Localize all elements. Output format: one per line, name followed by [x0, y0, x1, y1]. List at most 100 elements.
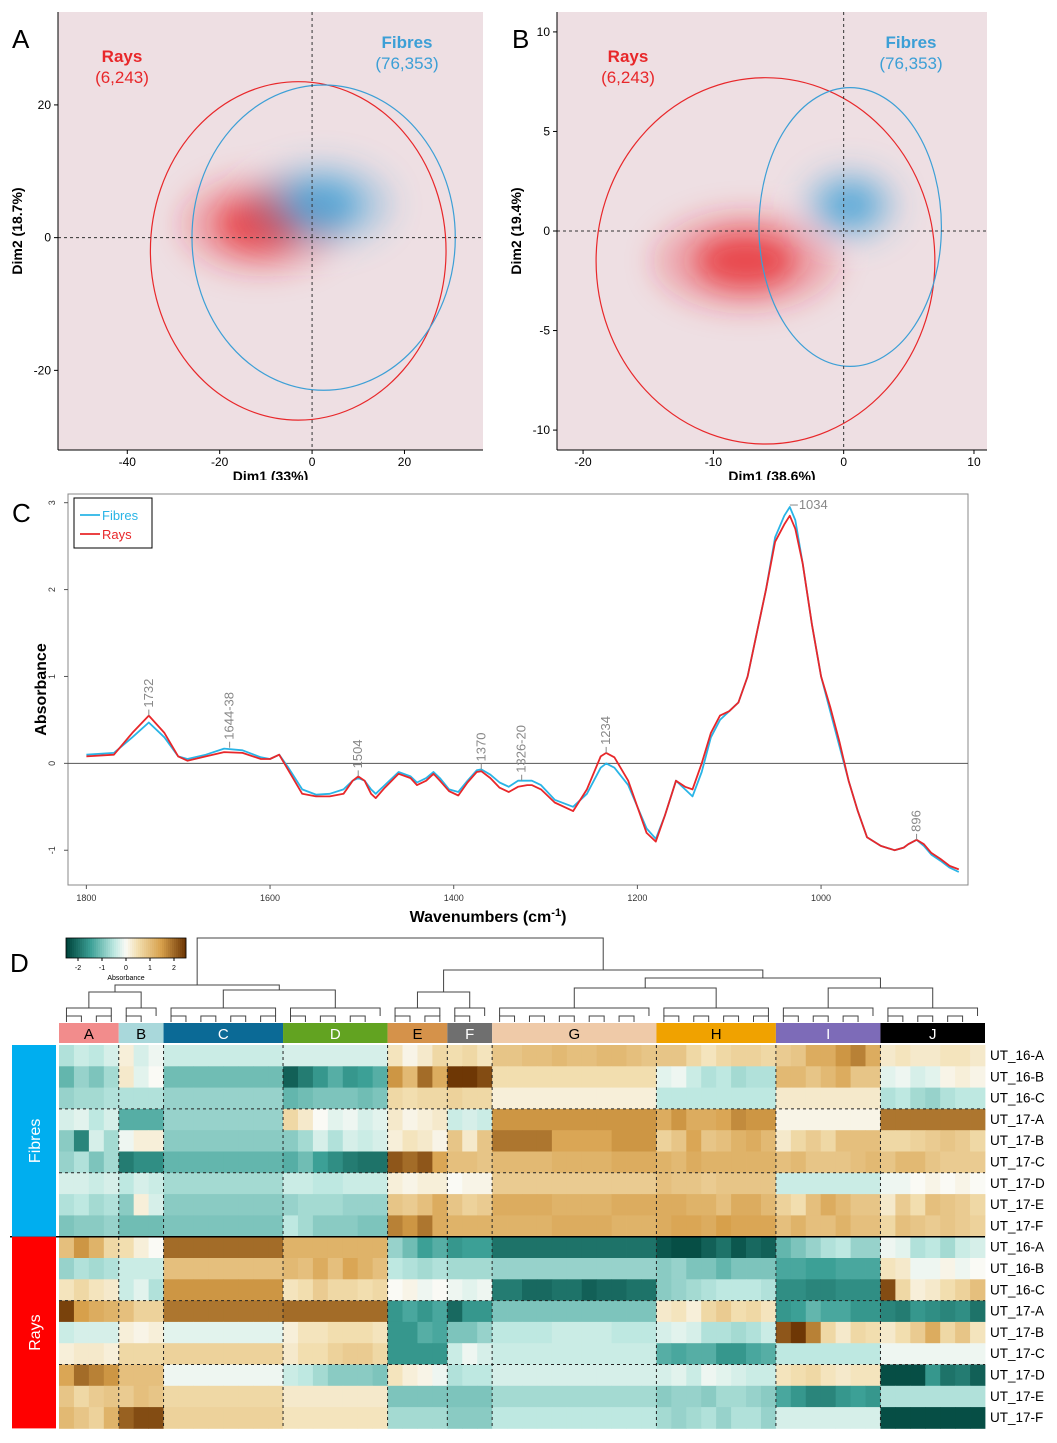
heatmap-cells — [59, 1045, 986, 1429]
heatmap-cell — [746, 1300, 762, 1323]
heatmap-cell — [402, 1108, 418, 1131]
heatmap-cell — [103, 1236, 120, 1259]
heatmap-cell — [148, 1215, 164, 1238]
heatmap-cell — [880, 1130, 896, 1152]
heatmap-cell — [283, 1087, 299, 1110]
heatmap-cell — [865, 1258, 881, 1280]
heatmap-cell — [701, 1108, 717, 1131]
heatmap-cell — [581, 1300, 598, 1323]
heatmap-cell — [477, 1130, 493, 1152]
x-tick-label: 1600 — [260, 893, 280, 903]
heatmap-cell — [312, 1194, 329, 1216]
dendrogram-branch — [88, 991, 142, 1008]
heatmap-cell — [716, 1343, 732, 1365]
heatmap-cell — [238, 1385, 254, 1408]
heatmap-cell — [432, 1258, 448, 1280]
heatmap-cell — [835, 1407, 851, 1429]
heatmap-cell — [686, 1236, 702, 1259]
color-key-segment — [110, 938, 113, 958]
dendrogram-leaf-branch — [782, 1015, 799, 1022]
heatmap-cell — [327, 1407, 344, 1429]
heatmap-cell — [447, 1087, 463, 1110]
heatmap-cell — [178, 1364, 194, 1387]
heatmap-separators — [10, 1045, 985, 1429]
heatmap-cell — [790, 1321, 807, 1344]
heatmap-cell — [895, 1066, 911, 1088]
heatmap-cell — [238, 1108, 254, 1131]
heatmap-cell — [73, 1385, 90, 1408]
heatmap-cell — [581, 1279, 598, 1301]
heatmap-cell — [671, 1407, 687, 1429]
y-tick-label: -20 — [34, 363, 52, 377]
heatmap-cell — [148, 1130, 164, 1152]
heatmap-cell — [253, 1194, 269, 1216]
heatmap-cell — [148, 1045, 164, 1067]
dendrogram-group-branch — [454, 1007, 486, 1016]
heatmap-cell — [746, 1321, 762, 1344]
heatmap-cell — [223, 1321, 239, 1344]
heatmap-cell — [760, 1258, 777, 1280]
heatmap-cell — [268, 1087, 284, 1110]
heatmap-cell — [342, 1407, 359, 1429]
heatmap-cell — [447, 1172, 463, 1195]
peak-annotation: 1034 — [799, 497, 828, 512]
heatmap-cell — [253, 1236, 269, 1259]
heatmap-cell — [641, 1321, 657, 1344]
color-key-segment — [134, 938, 137, 958]
heatmap-cell — [103, 1321, 120, 1344]
heatmap-cell — [716, 1108, 732, 1131]
heatmap-cell — [581, 1130, 598, 1152]
heatmap-cell — [641, 1385, 657, 1408]
heatmap-cell — [208, 1236, 224, 1259]
heatmap-cell — [432, 1279, 448, 1301]
heatmap-cell — [731, 1151, 747, 1174]
column-group-label: F — [465, 1026, 474, 1043]
heatmap-cell — [746, 1364, 762, 1387]
heatmap-cell — [238, 1151, 254, 1174]
fibres-count: (76,353) — [375, 54, 438, 73]
heatmap-cell — [193, 1236, 209, 1259]
heatmap-cell — [372, 1108, 388, 1131]
dendrogram-leaf-branch — [230, 1015, 247, 1022]
heatmap-cell — [522, 1321, 538, 1344]
heatmap-cell — [671, 1087, 687, 1110]
heatmap-cell — [925, 1108, 941, 1131]
heatmap-cell — [551, 1087, 568, 1110]
heatmap-cell — [59, 1385, 75, 1408]
heatmap-cell — [940, 1407, 956, 1429]
heatmap-cell — [193, 1130, 209, 1152]
heatmap-cell — [88, 1108, 105, 1131]
heatmap-cell — [312, 1108, 329, 1131]
heatmap-cell — [73, 1343, 90, 1365]
heatmap-cell — [118, 1151, 135, 1174]
heatmap-cell — [88, 1407, 105, 1429]
heatmap-cell — [566, 1343, 583, 1365]
heatmap-cell — [507, 1045, 523, 1067]
heatmap-cell — [626, 1407, 642, 1429]
heatmap-cell — [268, 1236, 284, 1259]
heatmap-cell — [253, 1321, 269, 1344]
heatmap-cell — [880, 1343, 896, 1365]
heatmap-cell — [223, 1258, 239, 1280]
heatmap-cell — [238, 1087, 254, 1110]
heatmap-cell — [477, 1066, 493, 1088]
heatmap-cell — [163, 1130, 179, 1152]
heatmap-cell — [940, 1172, 956, 1195]
heatmap-cell — [103, 1258, 120, 1280]
y-tick-label: 20 — [38, 98, 52, 112]
heatmap-cell — [551, 1172, 568, 1195]
heatmap-cell — [641, 1407, 657, 1429]
heatmap-cell — [895, 1130, 911, 1152]
heatmap-cell — [536, 1172, 553, 1195]
heatmap-cell — [148, 1385, 164, 1408]
heatmap-cell — [522, 1087, 538, 1110]
heatmap-cell — [103, 1194, 120, 1216]
heatmap-cell — [955, 1321, 971, 1344]
heatmap-cell — [178, 1087, 194, 1110]
heatmap-cell — [387, 1130, 403, 1152]
heatmap-cell — [88, 1343, 105, 1365]
color-key-segment — [146, 938, 149, 958]
heatmap-cell — [59, 1236, 75, 1259]
heatmap-cell — [865, 1045, 881, 1067]
heatmap-cell — [835, 1194, 851, 1216]
